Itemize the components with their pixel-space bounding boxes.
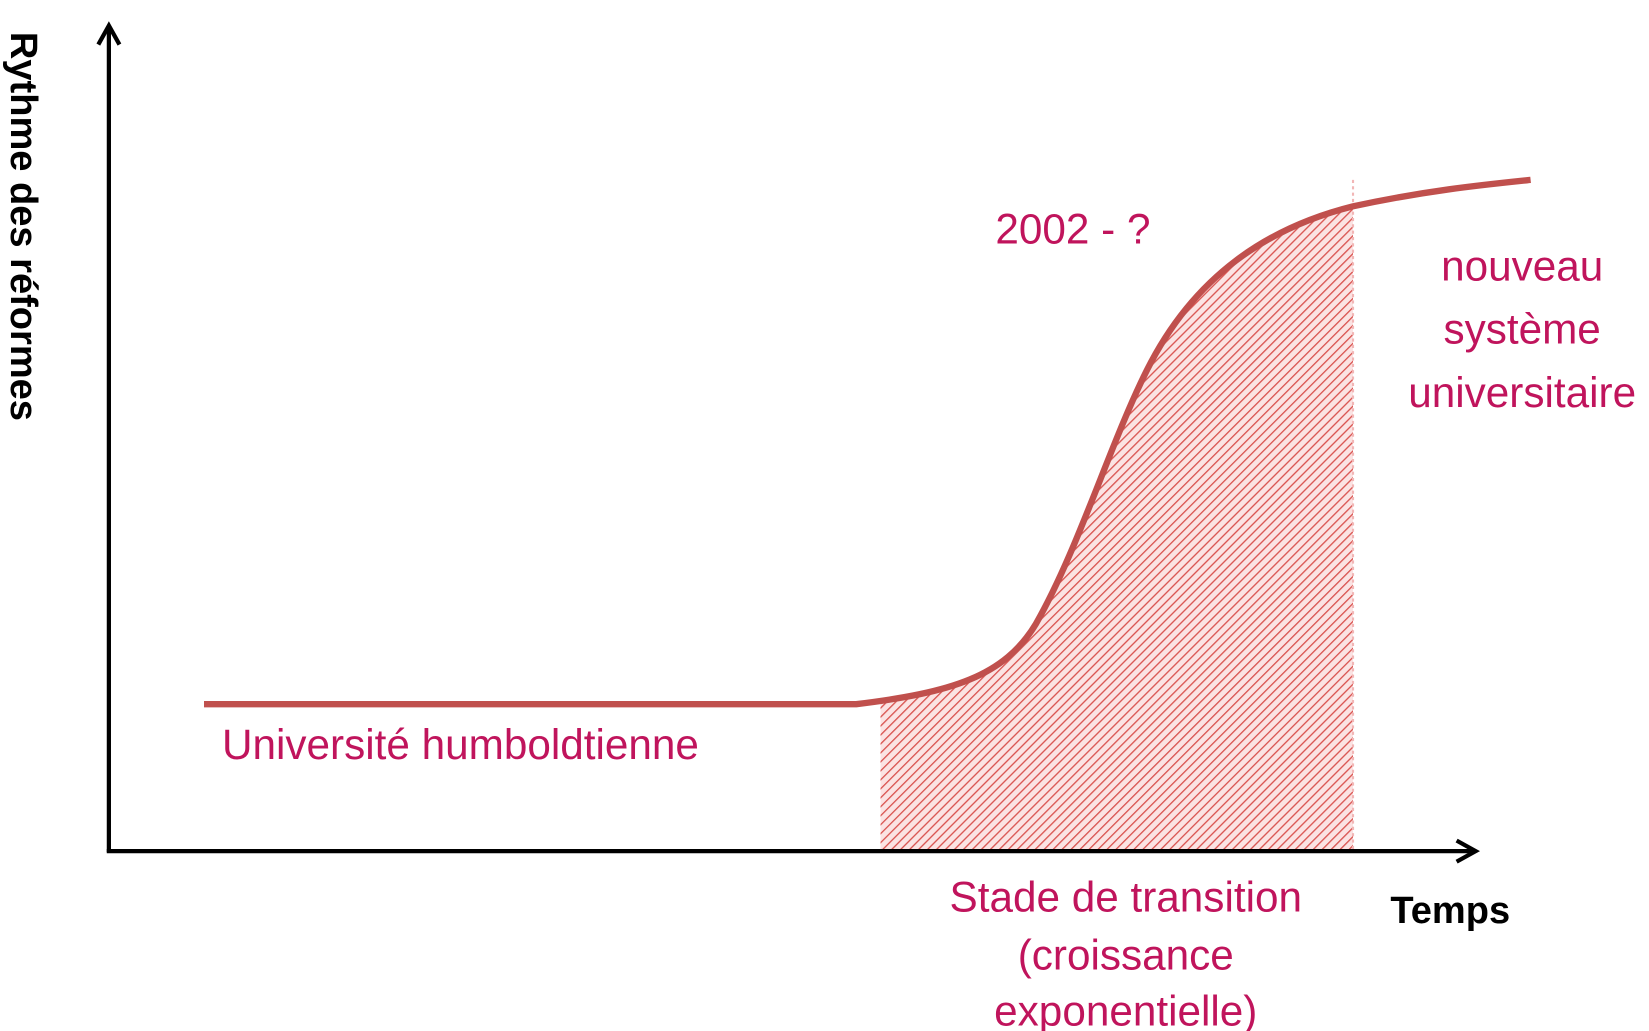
- end-label: système: [1443, 306, 1600, 353]
- reform-curve: [204, 176, 1531, 708]
- x-axis-label: Temps: [1390, 890, 1510, 932]
- start-label: Université humboldtienne: [222, 721, 699, 768]
- transition-label: exponentielle): [994, 988, 1257, 1031]
- transition-label: (croissance: [1018, 932, 1234, 979]
- axes: [96, 21, 1480, 864]
- end-label: universitaire: [1408, 369, 1636, 416]
- transition-area: [880, 206, 1354, 849]
- y-axis-label: Rythme des réformes: [2, 32, 44, 421]
- end-label: nouveau: [1441, 242, 1603, 289]
- transition-label: Stade de transition: [950, 873, 1302, 920]
- x-arrow: [1455, 838, 1480, 864]
- y-arrow: [96, 21, 122, 46]
- period-label: 2002 - ?: [995, 205, 1150, 252]
